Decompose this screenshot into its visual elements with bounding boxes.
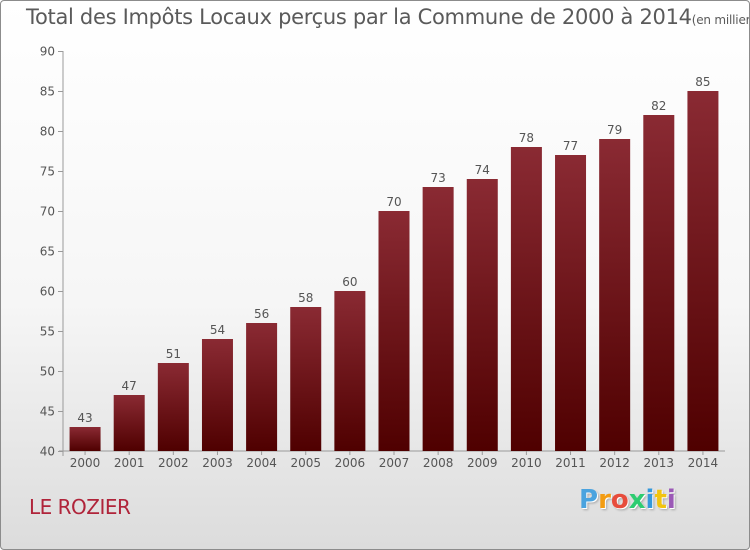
bar [599,139,631,451]
chart-labels: 43 2000 47 2001 51 2002 54 2003 56 2004 58 2005 60 20… [70,75,718,470]
bar-value-label: 85 [695,75,710,89]
proxiti-logo[interactable]: Proxiti [579,485,676,515]
x-tick-label: 2009 [467,456,498,470]
bar-value-label: 54 [210,323,225,337]
bar-value-label: 51 [166,347,181,361]
bar-value-label: 78 [519,131,534,145]
chart-bars [69,91,719,451]
bar-value-label: 73 [430,171,445,185]
x-tick-label: 2006 [335,456,366,470]
y-tick-label: 40 [40,445,55,459]
chart-title-row: Total des Impôts Locaux perçus par la Co… [26,5,750,29]
logo-letter: i [645,485,655,515]
x-tick-label: 2011 [555,456,586,470]
logo-letter: t [654,485,667,515]
bar [378,211,410,451]
bar [687,91,719,451]
bar-value-label: 74 [475,163,490,177]
bar-value-label: 60 [342,275,357,289]
bar-value-label: 82 [651,99,666,113]
bar [246,323,278,451]
x-tick-label: 2003 [202,456,233,470]
y-tick-label: 90 [40,45,55,59]
y-tick-label: 55 [40,325,55,339]
bar [201,339,233,451]
chart-title: Total des Impôts Locaux perçus par la Co… [26,5,692,29]
x-tick-label: 2012 [599,456,630,470]
bar [157,363,189,451]
bar-value-label: 43 [77,411,92,425]
bar-value-label: 47 [122,379,137,393]
bar-value-label: 58 [298,291,313,305]
bar [422,187,454,451]
y-tick-label: 45 [40,405,55,419]
bar [69,427,101,451]
bar [290,307,322,451]
x-tick-label: 2008 [423,456,454,470]
commune-name: LE ROZIER [29,495,131,519]
bar [555,155,587,451]
bar-value-label: 79 [607,123,622,137]
y-tick-label: 50 [40,365,55,379]
bar [510,147,542,451]
x-tick-label: 2013 [644,456,675,470]
x-tick-label: 2005 [290,456,321,470]
bar-value-label: 56 [254,307,269,321]
x-tick-label: 2002 [158,456,189,470]
logo-letter: P [579,485,599,515]
x-tick-label: 2014 [688,456,719,470]
y-tick-label: 70 [40,205,55,219]
y-tick-label: 80 [40,125,55,139]
x-tick-label: 2000 [70,456,101,470]
bar [643,115,675,451]
bar-value-label: 70 [386,195,401,209]
x-tick-label: 2004 [246,456,277,470]
y-tick-label: 85 [40,85,55,99]
bar [466,179,498,451]
y-tick-label: 60 [40,285,55,299]
logo-letter: x [628,485,646,515]
logo-letter: i [666,485,676,515]
bar [113,395,145,451]
logo-letter: r [598,485,611,515]
chart-title-unit: (en milliers d'€) [691,13,750,27]
bar [334,291,366,451]
y-tick-label: 75 [40,165,55,179]
logo-letter: o [610,485,629,515]
x-tick-label: 2001 [114,456,145,470]
x-tick-label: 2007 [379,456,410,470]
bar-value-label: 77 [563,139,578,153]
x-tick-label: 2010 [511,456,542,470]
chart-axes: 40 45 50 55 60 65 70 75 80 85 90 [40,45,725,459]
y-tick-label: 65 [40,245,55,259]
